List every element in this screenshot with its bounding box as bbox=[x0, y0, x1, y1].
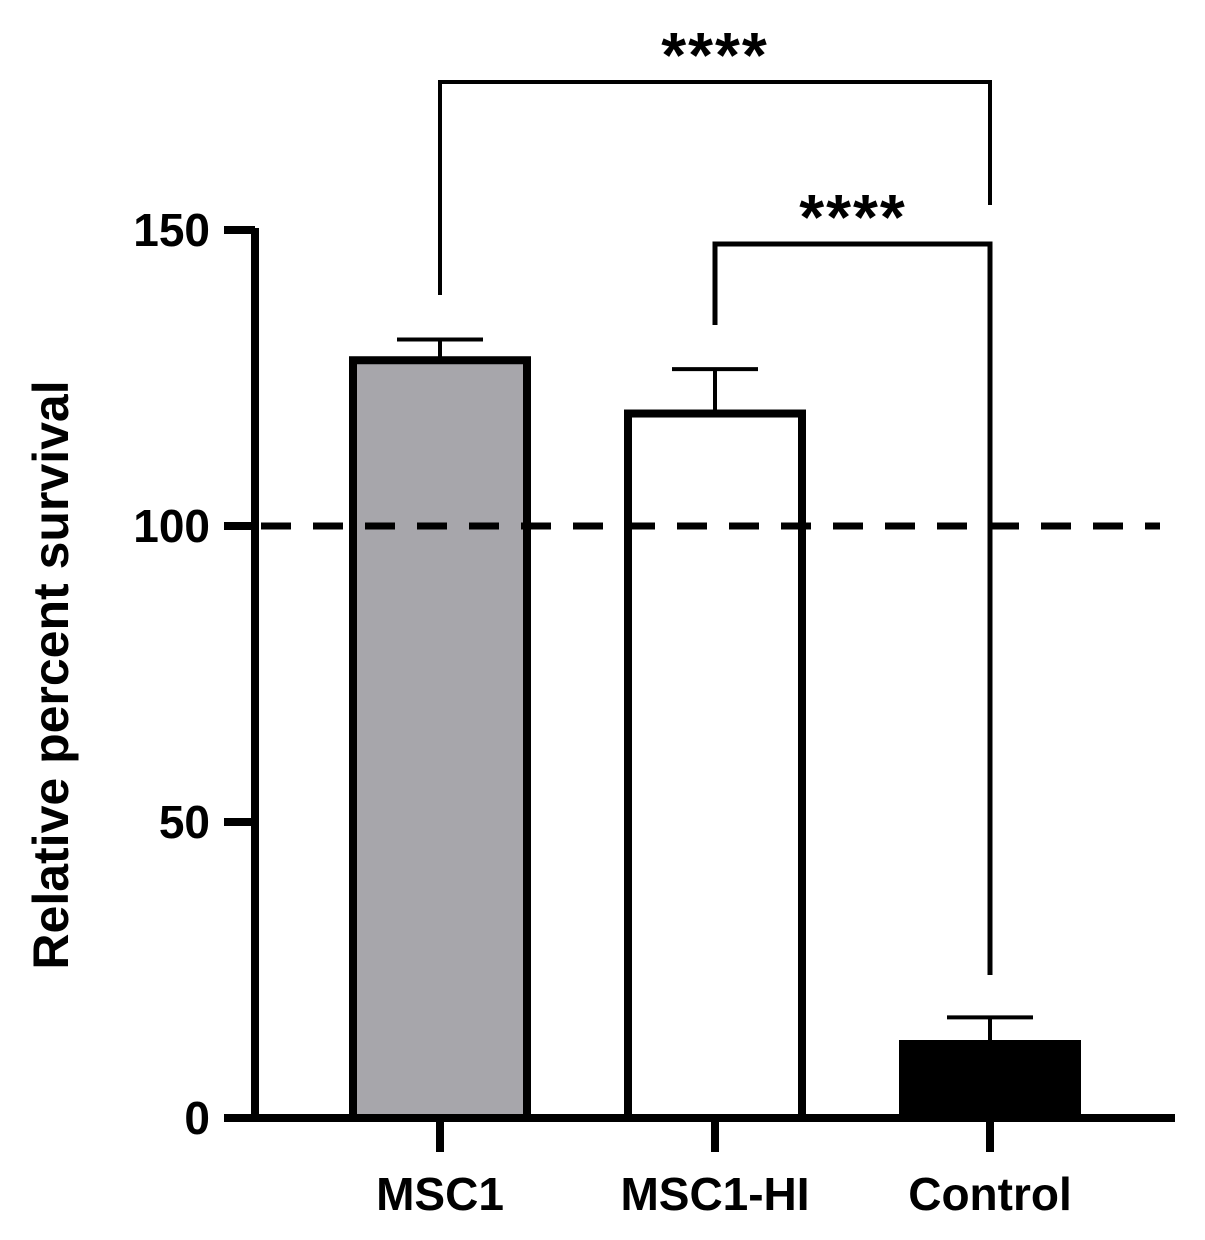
x-tick-label: MSC1 bbox=[376, 1168, 504, 1220]
bar-msc1-hi bbox=[624, 409, 806, 1122]
significance-label: **** bbox=[799, 181, 907, 253]
y-tick-label: 100 bbox=[133, 500, 210, 552]
bar-control bbox=[899, 1040, 1081, 1122]
y-tick-label: 0 bbox=[184, 1092, 210, 1144]
significance-bracket bbox=[712, 241, 993, 975]
plot-area: 0 50 100 150 MSC1 MSC1-HI Control **** **** bbox=[133, 19, 1175, 1220]
x-tick-label: Control bbox=[908, 1168, 1072, 1220]
y-tick-label: 50 bbox=[159, 796, 210, 848]
y-tick-label: 150 bbox=[133, 204, 210, 256]
bar-msc1 bbox=[349, 356, 531, 1122]
significance-bracket bbox=[438, 80, 992, 295]
significance-label: **** bbox=[661, 19, 769, 91]
x-tick-label: MSC1-HI bbox=[620, 1168, 809, 1220]
y-axis-title: Relative percent survival bbox=[23, 380, 79, 969]
